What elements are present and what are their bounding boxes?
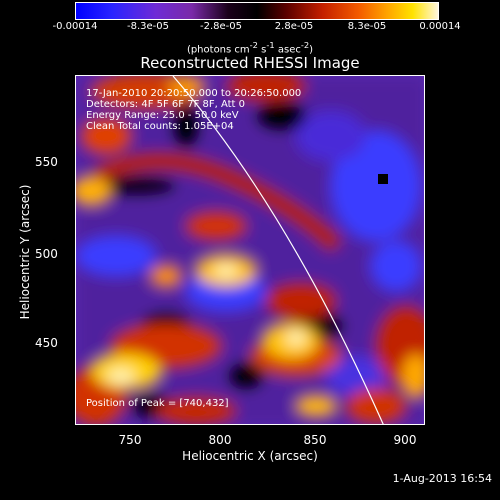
y-tick-label: 450 [35,336,58,350]
image-title: Reconstructed RHESSI Image [140,54,360,72]
colorbar-tick-label: 0.00014 [419,21,461,32]
colorbar [75,2,439,20]
colorbar-tick-label: -2.8e-05 [200,21,242,32]
colorbar-tick-label: -8.3e-05 [127,21,169,32]
y-tick-label: 550 [35,155,58,169]
colorbar-units: (photons cm-2 s-1 asec-2) [186,40,314,56]
x-tick-label: 800 [208,433,232,447]
annotation-peak: Position of Peak = [740,432] [86,398,229,409]
solar-limb-line [172,76,384,424]
timestamp: 1-Aug-2013 16:54 [392,472,492,485]
colorbar-tick-label: 8.3e-05 [347,21,387,32]
colorbar-tick-label: 2.8e-05 [274,21,314,32]
y-axis-label: Heliocentric Y (arcsec) [18,184,32,320]
annotation-energy: Energy Range: 25.0 - 50.0 keV [86,110,239,121]
rhessi-image [76,76,424,424]
annotation-time: 17-Jan-2010 20:20:50.000 to 20:26:50.000 [86,88,302,99]
colorbar-tick-label: -0.00014 [52,21,98,32]
annotation-clean: Clean Total counts: 1.05E+04 [86,121,234,132]
rhessi-image-plot: 17-Jan-2010 20:20:50.000 to 20:26:50.000… [75,75,425,425]
annotation-detectors: Detectors: 4F 5F 6F 7F 8F, Att 0 [86,99,246,110]
x-tick-label: 750 [118,433,142,447]
y-tick-label: 500 [35,247,58,261]
x-axis-label: Heliocentric X (arcsec) [182,449,318,463]
x-tick-label: 900 [393,433,417,447]
x-tick-label: 850 [303,433,327,447]
